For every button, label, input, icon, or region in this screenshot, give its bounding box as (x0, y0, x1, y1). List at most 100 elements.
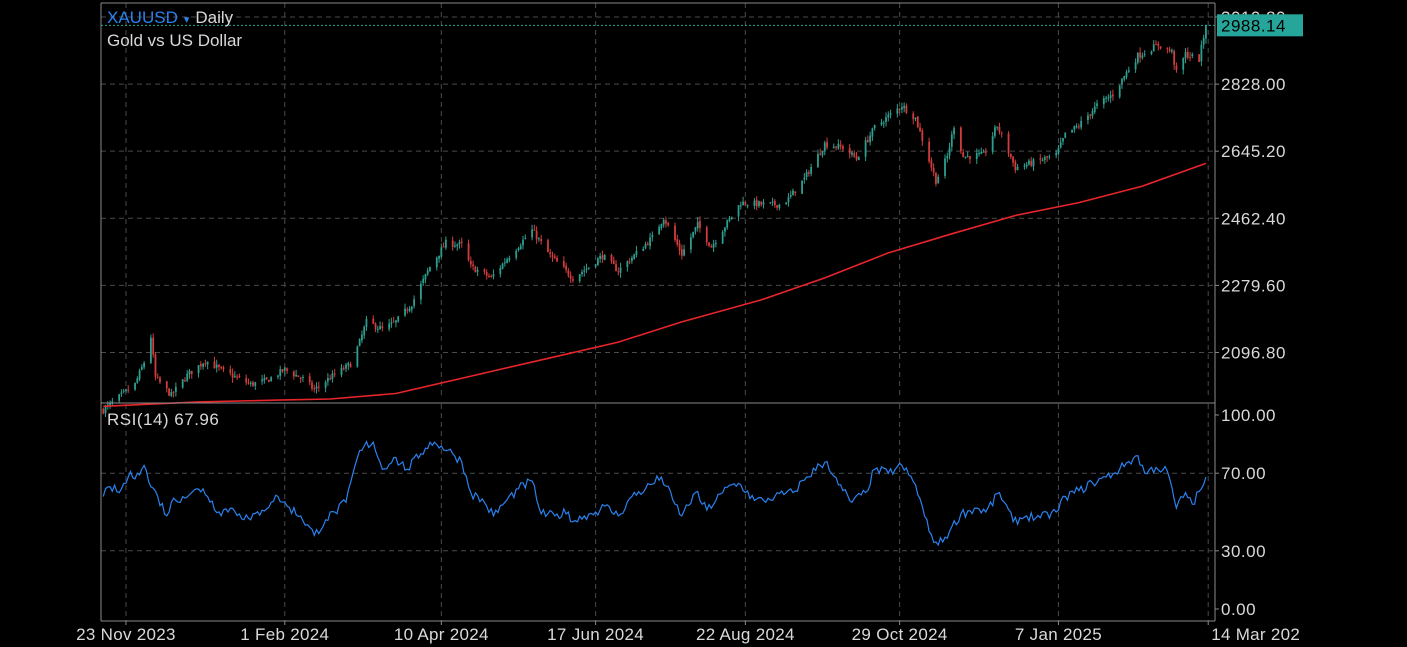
candle-body (408, 308, 411, 312)
candle-body (789, 194, 792, 197)
candle-body (1014, 161, 1017, 171)
candle-body (1023, 165, 1026, 167)
candle-body (474, 266, 477, 273)
candle-body (1205, 25, 1207, 39)
candle-body (503, 262, 506, 264)
candle-body (633, 254, 636, 259)
candle-body (247, 382, 250, 384)
candle-body (547, 240, 549, 253)
candle-body (308, 376, 311, 383)
candle-body (138, 370, 141, 380)
candle-body (1077, 126, 1080, 128)
candle-body (631, 257, 633, 262)
candle-body (199, 364, 202, 367)
candle-body (324, 382, 327, 388)
candle-body (202, 363, 204, 367)
candle-body (678, 243, 681, 251)
candle-body (270, 377, 273, 382)
candle-body (662, 219, 665, 225)
price-grid (101, 3, 1215, 399)
candle-body (1125, 71, 1128, 78)
candle-body (932, 167, 935, 173)
candle-body (1202, 37, 1205, 45)
candle-body (395, 320, 397, 323)
candle-body (522, 239, 524, 246)
candle-body (331, 373, 334, 379)
candle-body (376, 328, 379, 330)
candle-body (1025, 164, 1028, 167)
candle-body (742, 201, 744, 206)
candle-body (159, 377, 161, 383)
candle-body (420, 283, 422, 300)
candle-body (896, 108, 899, 114)
candle-body (154, 354, 157, 377)
candle-body (109, 402, 111, 406)
candle-body (1087, 115, 1089, 121)
candle-body (388, 323, 391, 329)
candle-body (111, 401, 114, 404)
candle-body (444, 239, 447, 248)
candle-body (728, 218, 731, 221)
candle-body (769, 202, 772, 204)
candle-body (864, 140, 867, 157)
candle-body (249, 382, 252, 384)
candle-body (773, 200, 776, 206)
timeframe-label[interactable]: Daily (195, 8, 234, 27)
instrument-description: Gold vs US Dollar (107, 31, 243, 50)
candle-body (946, 156, 949, 159)
candle-body (1121, 78, 1123, 85)
rsi-tick-label: 30.00 (1221, 542, 1266, 561)
candle-body (102, 409, 105, 414)
candle-body (549, 252, 552, 255)
candle-body (787, 197, 790, 203)
candle-body (506, 259, 509, 263)
candle-body (853, 153, 856, 157)
candle-body (499, 268, 502, 275)
candle-body (603, 254, 606, 261)
candle-body (458, 242, 461, 245)
candle-body (964, 156, 967, 158)
last-price-tag (1217, 14, 1303, 37)
candle-body (140, 366, 143, 370)
candle-body (340, 367, 343, 375)
candle-body (345, 364, 347, 369)
candle-body (553, 256, 556, 258)
candle-body (136, 378, 139, 383)
candle-body (363, 326, 366, 336)
candle-body (873, 125, 876, 129)
candle-body (118, 394, 121, 401)
candle-body (1184, 52, 1187, 59)
candle-body (646, 243, 649, 245)
symbol-selector[interactable]: XAUUSD (107, 8, 178, 27)
candle-body (803, 177, 806, 180)
candle-body (889, 113, 892, 115)
last-price-label: 2988.14 (1221, 16, 1286, 35)
candle-body (1143, 54, 1146, 56)
candle-body (313, 388, 316, 390)
candle-body (760, 201, 763, 205)
candle-body (753, 200, 756, 206)
candle-body (937, 176, 940, 184)
candle-body (424, 274, 427, 280)
candle-body (948, 147, 951, 156)
candle-body (517, 248, 520, 251)
candle-body (165, 381, 168, 389)
candle-body (311, 382, 313, 389)
candle-body (635, 250, 638, 255)
candle-body (438, 255, 440, 259)
candle-body (1093, 106, 1096, 113)
candle-body (583, 270, 586, 272)
candle-body (1043, 157, 1046, 160)
candle-body (490, 275, 493, 277)
candle-body (817, 154, 819, 168)
candle-body (1152, 44, 1155, 52)
symbol-dropdown-icon[interactable]: ▾ (183, 14, 190, 26)
candle-body (776, 204, 779, 208)
candle-body (699, 221, 701, 229)
candle-body (1141, 55, 1144, 58)
axes (100, 2, 1216, 622)
candle-body (792, 190, 794, 196)
candle-body (1030, 160, 1033, 166)
candle-body (807, 172, 810, 174)
